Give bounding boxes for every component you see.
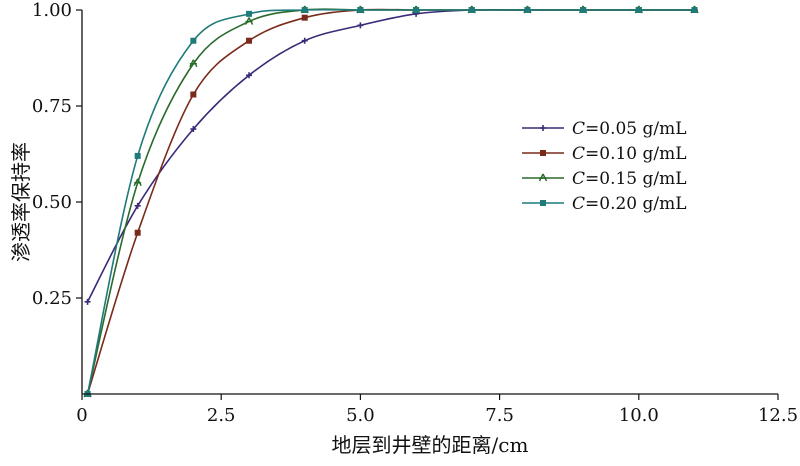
legend-label: C=0.10 g/mL: [572, 144, 687, 164]
legend: C=0.05 g/mLC=0.10 g/mLC=0.15 g/mLC=0.20 …: [522, 119, 687, 214]
data-point: [246, 10, 253, 17]
data-point: [357, 22, 364, 29]
data-point: [84, 298, 91, 305]
data-point: [301, 37, 308, 44]
data-point: [580, 7, 587, 13]
y-axis-title: 渗透率保持率: [9, 142, 33, 262]
data-point: [468, 7, 475, 13]
data-point: [246, 37, 253, 44]
legend-label-value: =0.20 g/mL: [585, 194, 687, 214]
legend-marker: [540, 200, 546, 206]
legend-label: C=0.15 g/mL: [572, 169, 687, 189]
data-point: [246, 72, 253, 79]
legend-label-variable: C: [572, 169, 585, 189]
legend-label-value: =0.10 g/mL: [585, 144, 687, 164]
ticks-layer: 0 2.5 5.0 7.5 10.0 12.5 0.25 0.50 0.75 1.00: [32, 0, 798, 426]
legend-marker: [540, 150, 546, 156]
x-tick-label: 2.5: [207, 405, 236, 426]
data-point: [524, 7, 531, 13]
data-point: [635, 7, 642, 13]
legend-label-variable: C: [572, 144, 585, 164]
data-point: [301, 7, 308, 13]
legend-label-value: =0.15 g/mL: [585, 169, 687, 189]
x-tick-label: 12.5: [758, 405, 798, 426]
data-point: [244, 17, 254, 25]
y-tick-label: 1.00: [32, 0, 72, 21]
data-point: [134, 152, 141, 159]
legend-label-value: =0.05 g/mL: [585, 119, 687, 139]
data-point: [190, 37, 197, 44]
data-point: [134, 229, 141, 236]
data-point: [357, 7, 364, 13]
data-point: [190, 91, 197, 98]
x-tick-label: 7.5: [485, 405, 514, 426]
legend-label-variable: C: [572, 119, 585, 139]
data-point: [134, 202, 141, 209]
data-point: [190, 126, 197, 133]
y-tick-label: 0.50: [32, 192, 72, 213]
legend-marker: [540, 125, 546, 131]
x-tick-label: 5.0: [346, 405, 375, 426]
x-axis-title: 地层到井壁的距离/cm: [332, 433, 529, 457]
y-tick-label: 0.75: [32, 96, 72, 117]
series-layer: [83, 5, 699, 398]
y-tick-label: 0.25: [32, 288, 72, 309]
data-point: [691, 7, 698, 13]
x-tick-label: 0: [76, 405, 87, 426]
data-point: [301, 14, 308, 21]
legend-label-variable: C: [572, 194, 585, 214]
legend-marker: [538, 173, 548, 182]
data-point: [413, 7, 420, 13]
data-point: [189, 59, 198, 68]
legend-label: C=0.20 g/mL: [572, 194, 687, 214]
data-point: [133, 178, 142, 187]
x-tick-label: 10.0: [619, 405, 659, 426]
legend-label: C=0.05 g/mL: [572, 119, 687, 139]
